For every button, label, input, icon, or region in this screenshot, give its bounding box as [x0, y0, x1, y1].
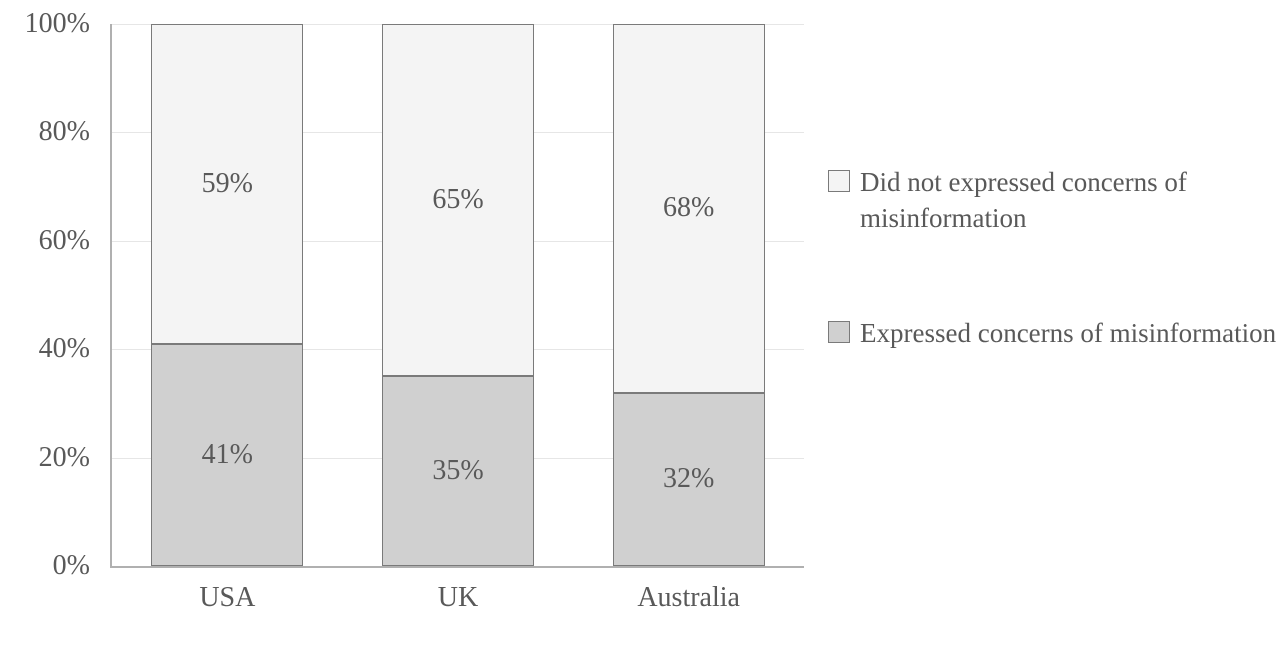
legend-label: Expressed concerns of misinformation: [860, 315, 1276, 351]
bar-value-label: 35%: [432, 455, 483, 487]
chart-container: 0% 20% 40% 60% 80% 100% 41% 59% USA 35% 65% UK 32% 68…: [0, 0, 1280, 649]
bar-segment-expressed: 35%: [382, 376, 534, 566]
x-tick-label: USA: [199, 566, 255, 614]
y-tick-label: 0%: [53, 550, 112, 582]
y-tick-label: 80%: [39, 116, 112, 148]
legend-label: Did not expressed concerns of misinforma…: [860, 164, 1280, 237]
plot-area: 0%20%40%60%80%100%41%59%USA35%65%UK32%68…: [110, 24, 804, 568]
legend-item: Did not expressed concerns of misinforma…: [828, 164, 1280, 237]
legend-swatch: [828, 321, 850, 343]
legend: Did not expressed concerns of misinforma…: [828, 164, 1280, 351]
x-tick-label: UK: [438, 566, 478, 614]
bar-group: 32% 68%: [613, 24, 765, 566]
bar-segment-expressed: 32%: [613, 393, 765, 566]
bar-value-label: 41%: [202, 439, 253, 471]
bar-segment-not_expressed: 59%: [151, 24, 303, 344]
y-tick-label: 40%: [39, 333, 112, 365]
bar-value-label: 32%: [663, 463, 714, 495]
bar-value-label: 65%: [432, 184, 483, 216]
bar-segment-not_expressed: 65%: [382, 24, 534, 376]
bar-group: 35% 65%: [382, 24, 534, 566]
bar-segment-expressed: 41%: [151, 344, 303, 566]
x-tick-label: Australia: [637, 566, 740, 614]
legend-swatch: [828, 170, 850, 192]
bar-value-label: 59%: [202, 168, 253, 200]
bar-segment-not_expressed: 68%: [613, 24, 765, 393]
y-tick-label: 60%: [39, 225, 112, 257]
bar-group: 41% 59%: [151, 24, 303, 566]
legend-item: Expressed concerns of misinformation: [828, 315, 1280, 351]
y-tick-label: 100%: [25, 8, 112, 40]
bar-value-label: 68%: [663, 192, 714, 224]
y-tick-label: 20%: [39, 442, 112, 474]
